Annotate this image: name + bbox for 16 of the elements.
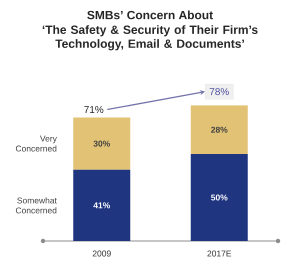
data-label: 50% — [211, 194, 228, 201]
chart-title: SMBs’ Concern About — [87, 10, 213, 20]
bar — [73, 118, 130, 170]
chart-subtitle: ‘The Safety & Security of Their Firm’s Technology, Email & Documents’ — [42, 25, 258, 50]
series-label: Somewhat Concerned — [16, 197, 57, 214]
bar — [73, 170, 130, 241]
data-label: 28% — [211, 126, 228, 133]
total-label: 78% — [210, 88, 229, 96]
series-label: Very Concerned — [16, 136, 57, 152]
data-label: 30% — [93, 140, 110, 147]
bar — [190, 154, 248, 241]
x-tick-label: 2017E — [207, 250, 232, 257]
x-tick-label: 2009 — [92, 250, 111, 257]
bar — [190, 105, 248, 154]
total-label: 71% — [84, 106, 104, 114]
data-label: 41% — [93, 202, 110, 208]
